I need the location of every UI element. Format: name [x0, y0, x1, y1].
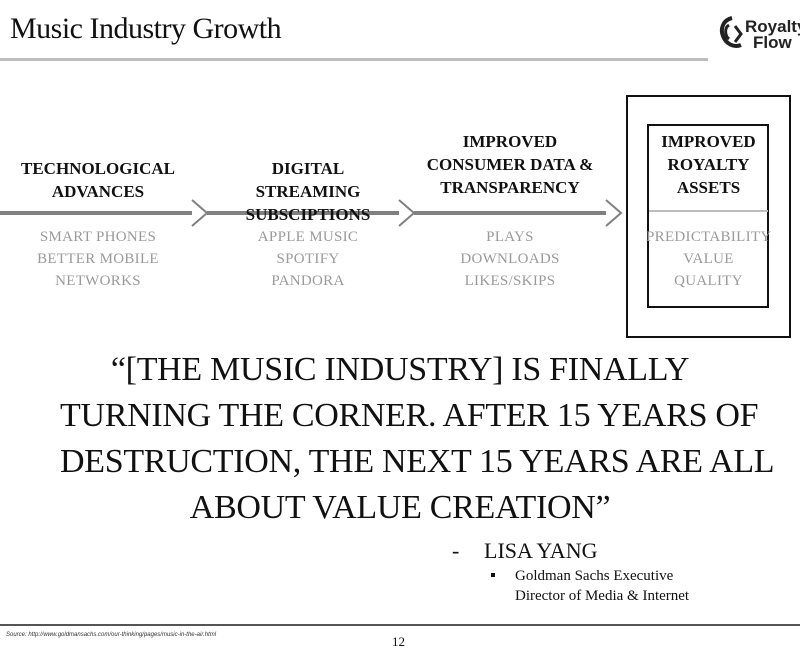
source-citation: Source: http://www.goldmansachs.com/our-… [6, 632, 217, 638]
royalty-flow-logo-icon [719, 16, 743, 48]
company-logo: Royalty Flow [717, 12, 800, 62]
quote-line: DESTRUCTION, THE NEXT 15 YEARS ARE ALL [60, 443, 775, 480]
stage-consumer-data-heading: IMPROVED CONSUMER DATA & TRANSPARENCY [426, 132, 594, 197]
author-role-line: Goldman Sachs Executive [515, 568, 674, 584]
stage-royalty-assets-items: PREDICTABILITY VALUE QUALITY [646, 229, 772, 289]
stage-consumer-data-items: PLAYS DOWNLOADS LIKES/SKIPS [460, 229, 560, 289]
quote-line: ABOUT VALUE CREATION” [189, 489, 611, 526]
flow-arrowhead-2 [398, 199, 416, 227]
stage-technological-items: SMART PHONES BETTER MOBILE NETWORKS [37, 229, 159, 289]
outcome-inner-box [647, 124, 769, 308]
quote-line: “[THE MUSIC INDUSTRY] IS FINALLY [110, 351, 690, 388]
outcome-outer-box [626, 95, 791, 338]
slide-title: Music Industry Growth [10, 12, 282, 45]
bullet-icon [491, 573, 495, 577]
flow-arrowhead-1 [191, 199, 209, 227]
title-divider [0, 58, 708, 61]
attribution-dash: - [452, 538, 460, 563]
quote-attribution: - LISA YANG [452, 538, 597, 564]
page-number: 12 [392, 634, 405, 649]
quote-line: TURNING THE CORNER. AFTER 15 YEARS OF [60, 397, 759, 434]
footer-divider [0, 624, 800, 626]
logo-text-flow: Flow [753, 33, 792, 52]
flow-arrowhead-3 [605, 199, 623, 227]
outcome-divider [649, 210, 768, 212]
author-role-line: Director of Media & Internet [515, 588, 690, 604]
quote-author: LISA YANG [484, 538, 598, 563]
stage-streaming-items: APPLE MUSIC SPOTIFY PANDORA [257, 229, 359, 289]
stage-royalty-assets-heading: IMPROVED ROYALTY ASSETS [661, 132, 756, 197]
flow-line-1 [0, 211, 193, 215]
stage-streaming-heading: DIGITAL STREAMING SUBSCIPTIONS [245, 159, 371, 224]
flow-line-2 [207, 211, 400, 215]
stage-technological-heading: TECHNOLOGICAL ADVANCES [21, 159, 175, 201]
logo-text-royalty: Royalty [745, 17, 800, 36]
process-flow-arrows [0, 199, 623, 227]
industry-quote: “[THE MUSIC INDUSTRY] IS FINALLY TURNING… [60, 347, 775, 531]
flow-line-3 [414, 211, 607, 215]
